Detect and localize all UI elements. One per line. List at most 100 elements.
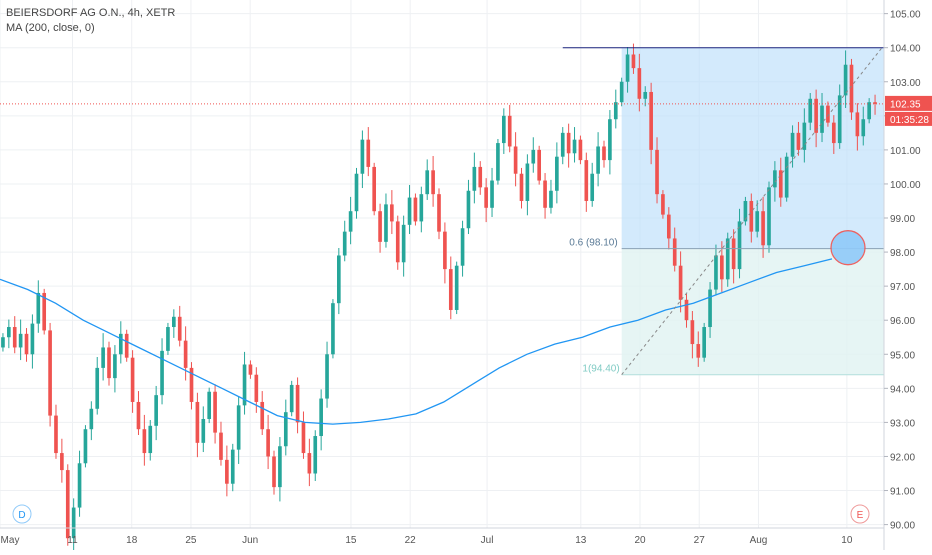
candle-body [348, 211, 353, 232]
candle-body [225, 459, 229, 484]
candle-body [354, 173, 359, 212]
price-tick-label: 90.00 [890, 521, 915, 532]
candle-body [89, 408, 94, 430]
fib-base-label: 1(94.40) [582, 364, 619, 375]
candle-body [773, 170, 777, 188]
candle-body [725, 238, 730, 280]
candle-body [513, 146, 518, 174]
candle-body [784, 156, 789, 198]
candle-body [236, 405, 241, 450]
candle-body [519, 173, 524, 201]
candle-body [431, 170, 435, 195]
price-tick-label: 92.00 [890, 452, 915, 463]
candle-body [572, 139, 577, 154]
candle-body [425, 170, 430, 195]
candle-body [160, 350, 164, 396]
candle-body [177, 316, 182, 341]
candle-body [384, 204, 388, 242]
candle-body [454, 265, 459, 310]
candle-body [272, 456, 276, 488]
candle-body [749, 200, 754, 232]
candle-body [207, 391, 212, 419]
candle-body [42, 292, 47, 331]
candle-body [30, 323, 35, 355]
price-tick-label: 95.00 [890, 350, 915, 361]
dividend-marker-label: D [18, 510, 25, 521]
candle-body [48, 330, 52, 416]
price-tick-label: 98.00 [890, 248, 915, 259]
candle-body [549, 190, 553, 208]
candle-body [643, 91, 648, 99]
candle-body [496, 143, 500, 181]
price-tick-label: 96.00 [890, 316, 915, 327]
indicator-label[interactable]: MA (200, close, 0) [6, 22, 95, 34]
candle-body [655, 149, 659, 195]
candle-body [372, 166, 377, 212]
candle-body [661, 194, 665, 215]
lower-range-zone [621, 248, 884, 375]
time-tick-label: 27 [694, 535, 706, 546]
candle-body [183, 340, 188, 368]
candle-body [537, 149, 542, 181]
candle-body [702, 327, 706, 358]
time-tick-label: 18 [126, 535, 138, 546]
drawing-overlays[interactable]: 0.6 (98.10) 1(94.40) D E [0, 47, 884, 524]
candle-body [501, 115, 506, 144]
price-axis[interactable]: 90.00 91.00 92.00 93.00 94.00 95.00 96.00 97.00… [883, 0, 921, 550]
time-axis[interactable]: May 11 18 25 Jun 15 22 Jul 13 20 27 Aug 10 [0, 527, 884, 546]
candle-body [7, 327, 11, 338]
time-tick-label: 10 [841, 535, 853, 546]
candle-body [378, 211, 382, 242]
candle-body [325, 354, 329, 399]
candle-body [166, 327, 170, 351]
candle-body [790, 132, 795, 157]
candle-body [649, 91, 653, 150]
candle-body [743, 200, 748, 222]
candle-body [413, 197, 418, 222]
candle-body [831, 122, 836, 144]
candle-body [113, 354, 117, 379]
candle-body [148, 425, 153, 454]
candle-body [767, 187, 771, 246]
candle-body [755, 211, 760, 232]
candle-body [843, 64, 848, 96]
candle-body [36, 292, 41, 324]
price-tick-label: 93.00 [890, 418, 915, 429]
candle-body [731, 238, 736, 270]
candle-body [666, 214, 671, 239]
time-tick-label: 13 [575, 535, 587, 546]
symbol-title[interactable]: BEIERSDORF AG O.N., 4h, XETR [6, 7, 176, 19]
candle-body [678, 265, 683, 300]
candle-body [118, 333, 123, 355]
candle-body [401, 224, 406, 263]
earnings-marker-icon [850, 504, 870, 524]
candle-body [136, 401, 141, 430]
candle-body [189, 367, 194, 402]
candle-body [301, 422, 306, 454]
candle-body [242, 364, 247, 406]
time-tick-label: 22 [405, 535, 417, 546]
position-tool[interactable] [621, 47, 884, 375]
candle-body [54, 415, 58, 454]
candle-body [289, 384, 294, 413]
candle-body [124, 333, 129, 358]
candle-body [419, 194, 424, 222]
candle-body [778, 170, 783, 198]
candle-body [867, 102, 871, 120]
price-tick-label: 99.00 [890, 214, 915, 225]
candle-body [861, 119, 866, 137]
candle-body [690, 320, 695, 345]
price-tick-label: 103.00 [890, 78, 921, 89]
candle-body [395, 221, 400, 263]
candle-body [201, 418, 206, 443]
candle-body [814, 98, 818, 133]
candle-body [837, 95, 842, 144]
candle-body [578, 139, 583, 161]
price-tick-label: 105.00 [890, 10, 921, 21]
candle-body [219, 432, 223, 460]
candle-body [531, 149, 536, 164]
price-badges: 102.35 01:35:28 [885, 95, 932, 126]
time-tick-label: 25 [185, 535, 197, 546]
